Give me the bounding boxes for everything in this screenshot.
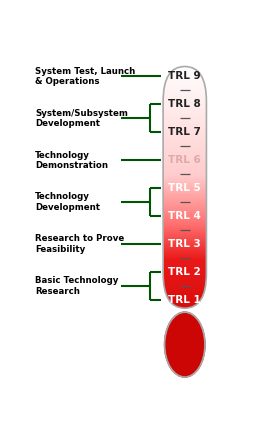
Text: System/Subsystem
Development: System/Subsystem Development — [35, 109, 128, 128]
Text: TRL 4: TRL 4 — [168, 211, 201, 221]
FancyBboxPatch shape — [163, 67, 206, 308]
Text: TRL 7: TRL 7 — [168, 127, 201, 137]
Text: TRL 1: TRL 1 — [168, 295, 201, 305]
Text: TRL 6: TRL 6 — [168, 155, 201, 165]
Text: Basic Technology
Research: Basic Technology Research — [35, 276, 119, 296]
Text: TRL 8: TRL 8 — [168, 99, 201, 109]
Text: System Test, Launch
& Operations: System Test, Launch & Operations — [35, 67, 136, 86]
Text: Research to Prove
Feasibility: Research to Prove Feasibility — [35, 234, 124, 254]
Text: Technology
Development: Technology Development — [35, 193, 100, 212]
Text: Technology
Demonstration: Technology Demonstration — [35, 150, 108, 170]
Text: TRL 3: TRL 3 — [168, 239, 201, 249]
Text: TRL 2: TRL 2 — [168, 267, 201, 277]
Text: TRL 9: TRL 9 — [168, 71, 201, 81]
Circle shape — [165, 312, 205, 377]
Text: TRL 5: TRL 5 — [168, 183, 201, 193]
